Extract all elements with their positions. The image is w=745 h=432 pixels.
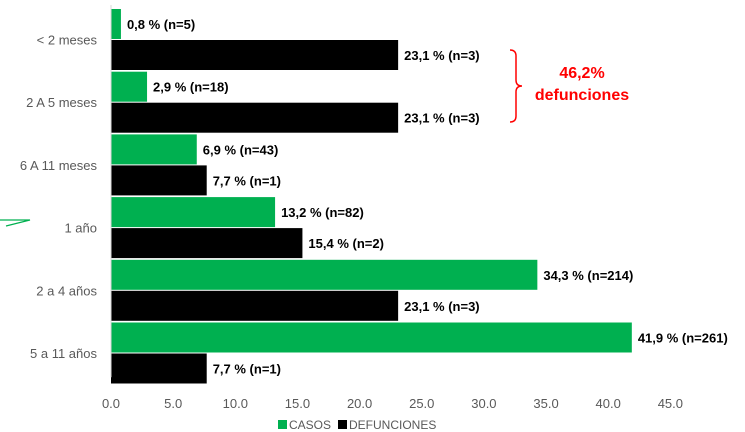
x-tick-label: 15.0 <box>285 396 310 411</box>
x-tick-label: 20.0 <box>347 396 372 411</box>
bar-casos <box>111 9 121 39</box>
legend-label-defunciones: DEFUNCIONES <box>349 418 436 432</box>
bar-defunciones <box>111 353 207 384</box>
bar-casos <box>111 322 632 353</box>
data-label-casos: 6,9 % (n=43) <box>203 142 279 157</box>
x-axis-ticks: 0.0 5.0 10.0 15.0 20.0 25.0 30.0 35.0 40.0 45.0 <box>102 396 683 411</box>
annotation: 46,2% defunciones <box>509 49 629 123</box>
data-label-defunciones: 7,7 % (n=1) <box>213 173 281 188</box>
x-tick-label: 0.0 <box>102 396 120 411</box>
data-label-casos: 0,8 % (n=5) <box>127 17 195 32</box>
bar-casos <box>111 259 538 290</box>
data-label-casos: 2,9 % (n=18) <box>153 80 229 95</box>
x-tick-label: 10.0 <box>223 396 248 411</box>
annotation-label: defunciones <box>535 87 629 104</box>
data-label-defunciones: 23,1 % (n=3) <box>404 111 480 126</box>
x-tick-label: 40.0 <box>596 396 621 411</box>
annotation-bracket <box>509 49 523 123</box>
category-label: 2 a 4 años <box>36 283 97 298</box>
x-tick-label: 5.0 <box>164 396 182 411</box>
annotation-percent: 46,2% <box>559 65 604 82</box>
x-tick-label: 35.0 <box>533 396 558 411</box>
x-tick-label: 25.0 <box>409 396 434 411</box>
category-label: < 2 meses <box>37 33 98 48</box>
category-label: 1 año <box>64 221 97 236</box>
data-label-defunciones: 7,7 % (n=1) <box>213 362 281 377</box>
x-tick-label: 30.0 <box>471 396 496 411</box>
data-label-defunciones: 15,4 % (n=2) <box>308 236 384 251</box>
legend: CASOS DEFUNCIONES <box>278 418 436 432</box>
bar-casos <box>111 134 197 165</box>
data-labels: 0,8 % (n=5) 23,1 % (n=3) 2,9 % (n=18) 23,1 … <box>127 17 728 377</box>
bar-defunciones <box>111 228 303 259</box>
data-label-defunciones: 23,1 % (n=3) <box>404 48 480 63</box>
data-label-casos: 13,2 % (n=82) <box>281 205 364 220</box>
x-tick-label: 45.0 <box>658 396 683 411</box>
legend-swatch-defunciones <box>338 420 347 429</box>
bar-group <box>111 9 632 384</box>
legend-label-casos: CASOS <box>289 418 331 432</box>
bar-defunciones <box>111 102 399 133</box>
category-label: 6 A 11 meses <box>20 158 98 173</box>
category-labels: < 2 meses 2 A 5 meses 6 A 11 meses 1 año 2 a… <box>20 33 98 362</box>
data-label-casos: 34,3 % (n=214) <box>543 268 633 283</box>
bar-defunciones <box>111 40 399 70</box>
bar-defunciones <box>111 290 399 321</box>
bar-defunciones <box>111 165 207 196</box>
legend-swatch-casos <box>278 420 287 429</box>
category-label: 2 A 5 meses <box>26 95 97 110</box>
data-label-casos: 41,9 % (n=261) <box>638 331 728 346</box>
data-label-defunciones: 23,1 % (n=3) <box>404 299 480 314</box>
bar-casos <box>111 71 148 102</box>
category-label: 5 a 11 años <box>30 346 97 361</box>
decorative-arrow-fragment <box>0 219 31 227</box>
bar-casos <box>111 197 276 228</box>
